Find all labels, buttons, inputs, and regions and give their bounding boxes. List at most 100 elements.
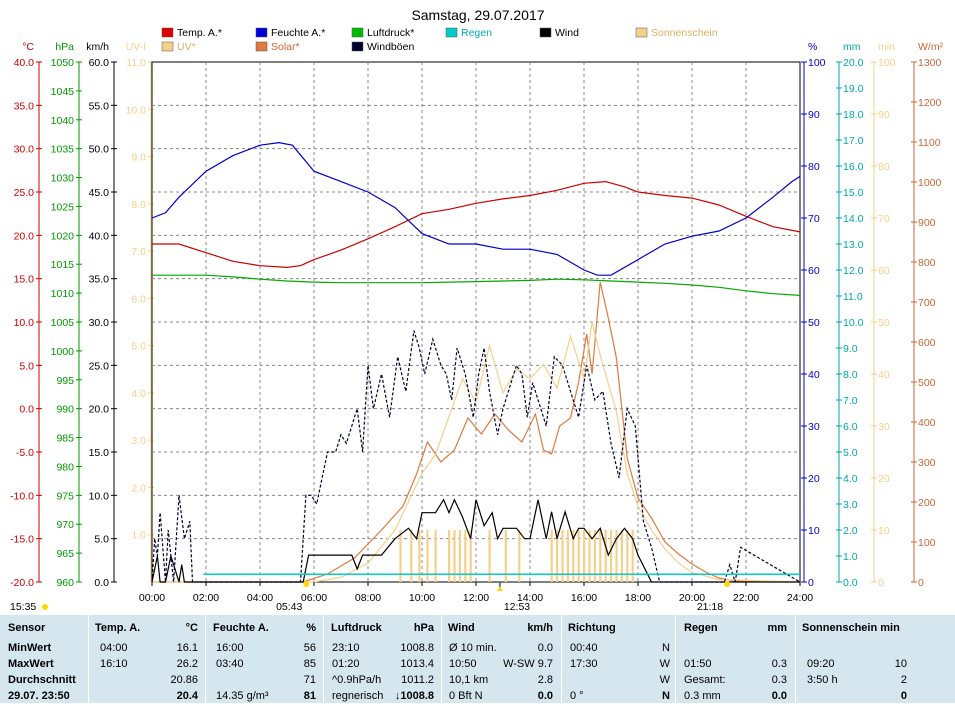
unit-uv: UV-I [126,41,146,53]
current-time: 15:35 [10,601,36,613]
tick-label-press: 990 [56,404,74,416]
unit-wind: km/h [86,41,109,53]
chart-title: Samstag, 29.07.2017 [411,7,544,23]
tick-label-solar: 800 [918,257,936,269]
rain-left: 01:50 [684,658,712,670]
tick-label-sunmin: 30 [878,421,890,433]
wind-left: Ø 10 min. [449,642,497,654]
wind-left: 10:50 [449,658,477,670]
legend-swatch [351,41,364,52]
tick-label-temp: -20.0 [10,577,34,589]
sunshine-bar [566,530,569,582]
tick-label-press: 1015 [51,259,75,271]
sunshine-bar [550,530,553,582]
column-divider [323,615,324,703]
column-divider [561,615,562,703]
tick-label-sunmin: 50 [878,317,890,329]
column-divider [205,615,206,703]
tick-label-temp: 30.0 [14,144,35,156]
sunshine-bars [399,530,634,582]
tick-label-uv: 11.0 [126,57,146,69]
tick-label-press: 1010 [51,288,75,300]
tick-label-solar: 100 [918,537,936,549]
weather-chart: Samstag, 29.07.2017 Temp. A.* Feuchte A.*… [10,7,944,613]
tick-label-wind: 0.0 [94,577,109,589]
tick-label-rain: 11.0 [843,291,863,303]
sun-right: 0 [900,690,907,702]
summary-header: Sonnenschein min [802,622,900,634]
tick-label-sunmin: 60 [878,265,890,277]
series-line-temp-a- [152,180,801,269]
temp-left: 16:10 [100,658,128,670]
unit-sunmin: min [878,41,895,53]
tick-label-press: 1025 [51,201,75,213]
tick-label-sunmin: 20 [878,473,890,485]
legend-swatch [539,27,552,38]
hum-right: 71 [303,674,316,686]
press-left: regnerisch [332,690,384,702]
rain-right: 0.0 [771,690,787,702]
noon-icon [496,586,503,591]
wind-left: 10,1 km [449,674,489,686]
dir-right: N [662,690,670,702]
tick-label-press: 975 [56,490,74,502]
tick-label-uv: 6.0 [131,293,146,305]
hum-left: 03:40 [216,658,244,670]
sun-left: 09:20 [807,658,835,670]
rain-right: 0.3 [771,658,787,670]
summary-header: °C [185,622,198,634]
legend-label: Luftdruck* [367,27,414,39]
tick-label-solar: 200 [918,497,936,509]
tick-label-uv: 2.0 [131,482,146,494]
sun-right: 2 [900,674,907,686]
sunshine-bar [561,530,564,582]
legend-label: Wind [555,27,579,39]
tick-label-solar: 1100 [918,137,941,149]
tick-label-wind: 30.0 [89,317,110,329]
rain-left: Gesamt: [684,674,726,686]
tick-label-uv: 8.0 [131,199,146,211]
tick-label-rain: 5.0 [843,447,858,459]
sunshine-bar [588,530,591,582]
tick-label-hum: 20 [808,473,820,485]
tick-label-hum: 40 [808,369,820,381]
tick-label-temp: 0.0 [19,404,34,416]
legend-label: Solar* [271,41,300,53]
tick-label-rain: 15.0 [843,187,864,199]
series-line-feuchte-a- [151,141,801,276]
rain-right: 0.3 [771,674,787,686]
x-tick-label: 22:00 [733,592,759,604]
summary-header: Luftdruck [331,622,382,634]
x-tick-label: 18:00 [625,592,651,604]
tick-label-uv: 10.0 [126,104,147,116]
legend-swatch [635,27,648,38]
sun-icon [42,604,48,610]
series-line-luftdruck- [152,274,801,296]
tick-label-wind: 5.0 [94,534,109,546]
unit-rain: mm [843,41,861,53]
tick-label-rain: 7.0 [843,395,858,407]
press-right: 1013.4 [400,658,434,670]
tick-label-uv: 7.0 [131,246,146,258]
sun-markers: 05:43 21:18 12:53 15:35 [10,581,731,613]
tick-label-uv: 4.0 [131,388,146,400]
legend-label: Temp. A.* [177,27,222,39]
x-tick-label: 24:00 [787,592,813,604]
tick-label-rain: 14.0 [843,213,864,225]
rain-left: 0.3 mm [684,690,721,702]
series-line-windb-en [151,330,801,583]
dir-left: 17:30 [570,658,598,670]
sunrise-icon [303,581,310,587]
tick-label-press: 1020 [51,230,75,242]
x-tick-label: 04:00 [247,592,273,604]
x-tick-label: 00:00 [139,592,165,604]
tick-label-press: 1000 [51,346,75,358]
tick-label-press: 965 [56,548,74,560]
sunshine-bar [518,530,521,582]
sunshine-bar [410,530,413,582]
tick-label-rain: 17.0 [843,135,864,147]
temp-right: 16.1 [176,642,198,654]
tick-label-wind: 60.0 [89,57,110,69]
tick-label-rain: 12.0 [843,265,864,277]
legend-label: Windböen [367,41,414,53]
